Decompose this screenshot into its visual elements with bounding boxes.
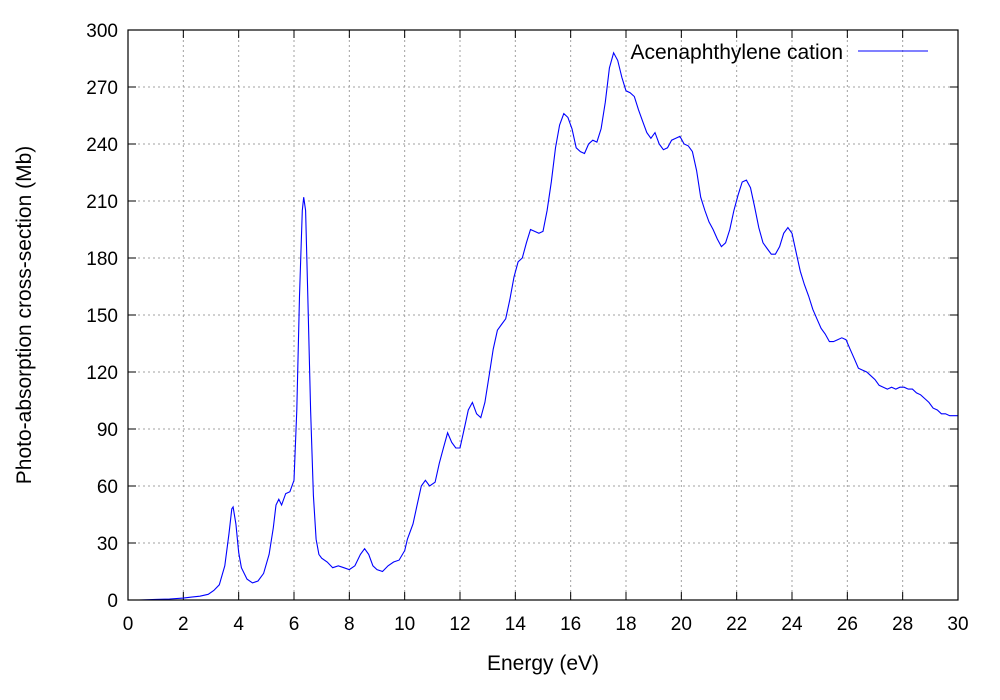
x-tick-label: 30 — [947, 614, 968, 635]
y-tick-label: 60 — [97, 477, 118, 498]
y-tick-label: 90 — [97, 420, 118, 441]
y-tick-label: 180 — [86, 249, 118, 270]
y-tick-label: 150 — [86, 306, 118, 327]
y-axis-label: Photo-absorption cross-section (Mb) — [13, 146, 36, 484]
x-tick-label: 16 — [560, 614, 581, 635]
x-tick-label: 14 — [505, 614, 527, 635]
legend-label: Acenaphthylene cation — [631, 41, 844, 64]
x-tick-label: 2 — [178, 614, 189, 635]
x-tick-label: 20 — [671, 614, 692, 635]
y-tick-label: 240 — [86, 135, 118, 156]
legend: Acenaphthylene cation — [631, 41, 928, 64]
x-axis-label: Energy (eV) — [487, 652, 599, 675]
series-line-acenaphthylene-cation — [139, 51, 958, 601]
y-tick-label: 300 — [86, 21, 118, 42]
y-tick-label: 210 — [86, 192, 118, 213]
x-tick-label: 4 — [233, 614, 244, 635]
x-tick-labels: 0 2 4 6 8 10 12 14 16 18 20 22 24 26 28 30 — [123, 614, 969, 635]
grid-lines — [128, 30, 958, 600]
x-tick-label: 6 — [289, 614, 300, 635]
y-tick-labels: 0 30 60 90 120 150 180 210 240 270 300 — [86, 21, 118, 612]
x-tick-label: 22 — [726, 614, 747, 635]
y-tick-label: 270 — [86, 78, 118, 99]
x-tick-label: 28 — [892, 614, 913, 635]
y-tick-label: 30 — [97, 534, 118, 555]
x-tick-label: 0 — [123, 614, 134, 635]
x-tick-label: 8 — [344, 614, 355, 635]
x-tick-label: 10 — [394, 614, 415, 635]
y-tick-label: 120 — [86, 363, 118, 384]
x-tick-label: 18 — [615, 614, 636, 635]
x-tick-label: 24 — [781, 614, 803, 635]
x-tick-label: 12 — [449, 614, 470, 635]
plot-frame — [127, 29, 959, 601]
x-tick-label: 26 — [837, 614, 858, 635]
y-tick-label: 0 — [107, 591, 118, 612]
